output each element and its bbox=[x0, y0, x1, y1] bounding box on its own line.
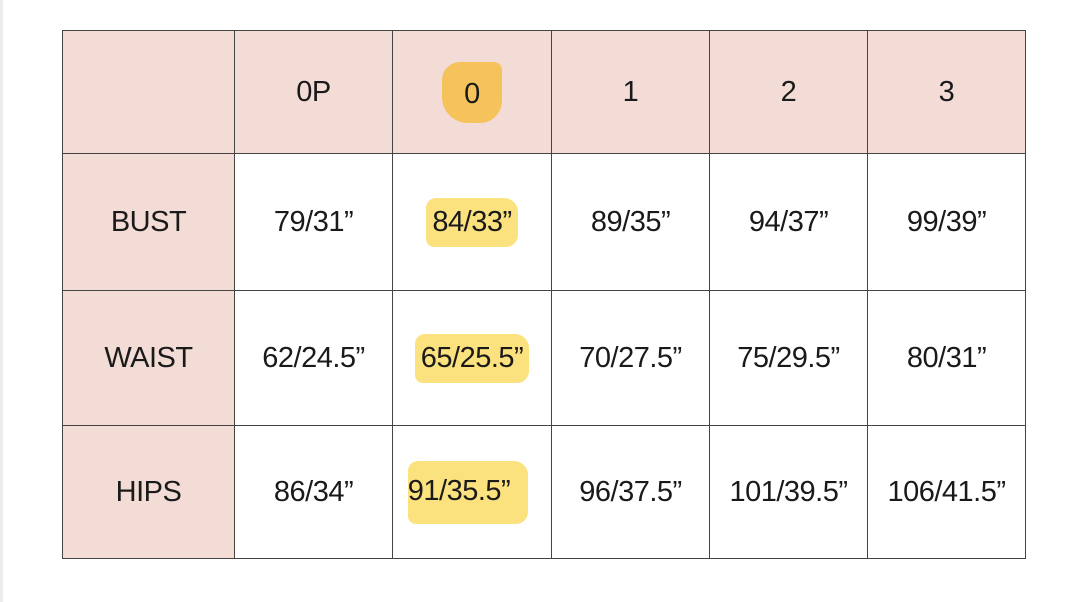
cell-value: 84/33” bbox=[426, 197, 518, 247]
table-cell: 75/29.5” bbox=[709, 290, 868, 426]
table-cell: 62/24.5” bbox=[234, 290, 393, 426]
table-cell: 101/39.5” bbox=[709, 425, 868, 559]
header-cell: 3 bbox=[867, 30, 1026, 154]
table-cell: 89/35” bbox=[551, 153, 710, 291]
size-label: 3 bbox=[938, 75, 955, 108]
table-row: WAIST 62/24.5” 65/25.5” 70/27.5” 75/29.5… bbox=[62, 290, 1026, 426]
table-cell-highlighted: 84/33” bbox=[392, 153, 552, 291]
table-cell: 99/39” bbox=[867, 153, 1026, 291]
size-label: 0 bbox=[442, 61, 502, 123]
table-cell: 79/31” bbox=[234, 153, 393, 291]
size-chart-table: 0P 0 1 2 3 BUST 79/31” 84/33” 89/35” 94/… bbox=[62, 30, 1026, 559]
header-cell: 0P bbox=[234, 30, 393, 154]
table-cell: 106/41.5” bbox=[867, 425, 1026, 559]
table-cell: 70/27.5” bbox=[551, 290, 710, 426]
row-label: BUST bbox=[62, 153, 235, 291]
corner-cell bbox=[62, 30, 235, 154]
size-label: 2 bbox=[780, 75, 797, 108]
table-row: HIPS 86/34” 91/35.5” 96/37.5” 101/39.5” … bbox=[62, 425, 1026, 559]
table-cell: 80/31” bbox=[867, 290, 1026, 426]
row-label: WAIST bbox=[62, 290, 235, 426]
header-cell: 2 bbox=[709, 30, 868, 154]
header-row: 0P 0 1 2 3 bbox=[62, 30, 1026, 154]
header-cell: 1 bbox=[551, 30, 710, 154]
left-edge bbox=[0, 0, 3, 602]
cell-value: 91/35.5” bbox=[407, 460, 529, 524]
table-row: BUST 79/31” 84/33” 89/35” 94/37” 99/39” bbox=[62, 153, 1026, 291]
table-cell: 94/37” bbox=[709, 153, 868, 291]
table-cell-highlighted: 65/25.5” bbox=[392, 290, 552, 426]
table-cell: 96/37.5” bbox=[551, 425, 710, 559]
row-label: HIPS bbox=[62, 425, 235, 559]
table-cell-highlighted: 91/35.5” bbox=[392, 425, 552, 559]
table-cell: 86/34” bbox=[234, 425, 393, 559]
size-label: 1 bbox=[622, 75, 639, 108]
header-cell-highlighted: 0 bbox=[392, 30, 552, 154]
cell-value: 65/25.5” bbox=[414, 333, 530, 383]
size-label: 0P bbox=[296, 75, 331, 108]
